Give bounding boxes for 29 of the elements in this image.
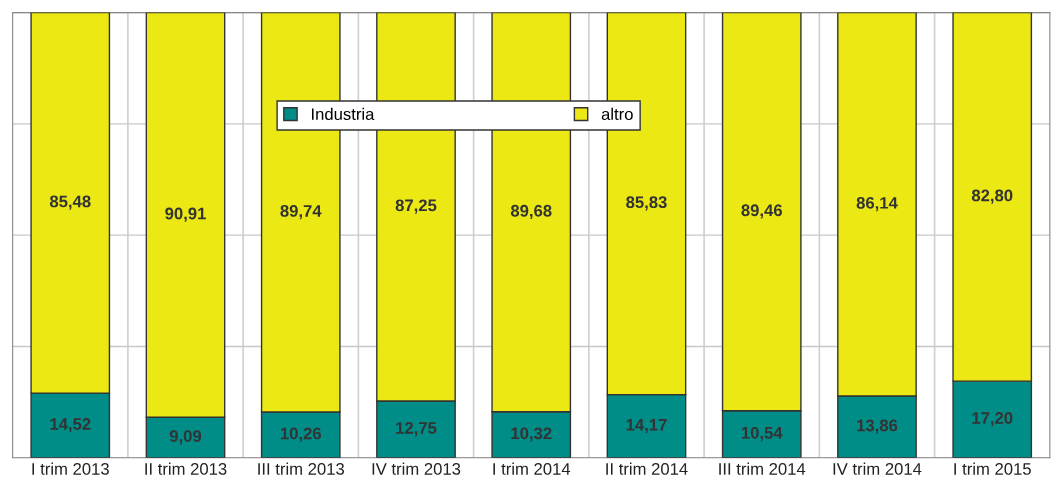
data-label: 85,83 xyxy=(626,196,667,211)
x-tick-label: I trim 2013 xyxy=(32,462,109,475)
x-tick-label: IV trim 2014 xyxy=(833,462,922,475)
x-tick-label: I trim 2015 xyxy=(954,462,1031,475)
legend-label: Industria xyxy=(312,107,375,121)
data-label: 10,26 xyxy=(280,427,321,442)
data-label: 12,75 xyxy=(396,422,437,437)
data-label: 87,25 xyxy=(395,199,437,214)
legend-label: altro xyxy=(601,107,633,121)
data-label: 82,80 xyxy=(971,189,1013,204)
x-tick-label: II trim 2014 xyxy=(606,462,688,475)
data-label: 89,68 xyxy=(510,204,552,220)
data-label: 9,09 xyxy=(169,430,202,445)
data-label: 90,91 xyxy=(165,207,206,222)
x-tick-label: IV trim 2013 xyxy=(372,462,461,475)
data-label: 13,86 xyxy=(857,419,898,434)
data-label: 10,32 xyxy=(511,427,552,442)
data-label: 85,48 xyxy=(49,195,91,210)
x-tick-label: I trim 2014 xyxy=(493,462,571,475)
x-tick-label: III trim 2013 xyxy=(258,462,345,475)
data-label: 14,17 xyxy=(626,419,667,434)
data-label: 89,74 xyxy=(280,204,322,220)
data-label: 14,52 xyxy=(50,418,91,433)
data-label: 86,14 xyxy=(856,196,898,212)
data-label: 17,20 xyxy=(972,412,1013,427)
x-tick-label: III trim 2014 xyxy=(719,462,806,475)
data-label: 10,54 xyxy=(741,426,783,442)
x-tick-label: II trim 2013 xyxy=(145,462,227,475)
data-label: 89,46 xyxy=(741,204,782,219)
